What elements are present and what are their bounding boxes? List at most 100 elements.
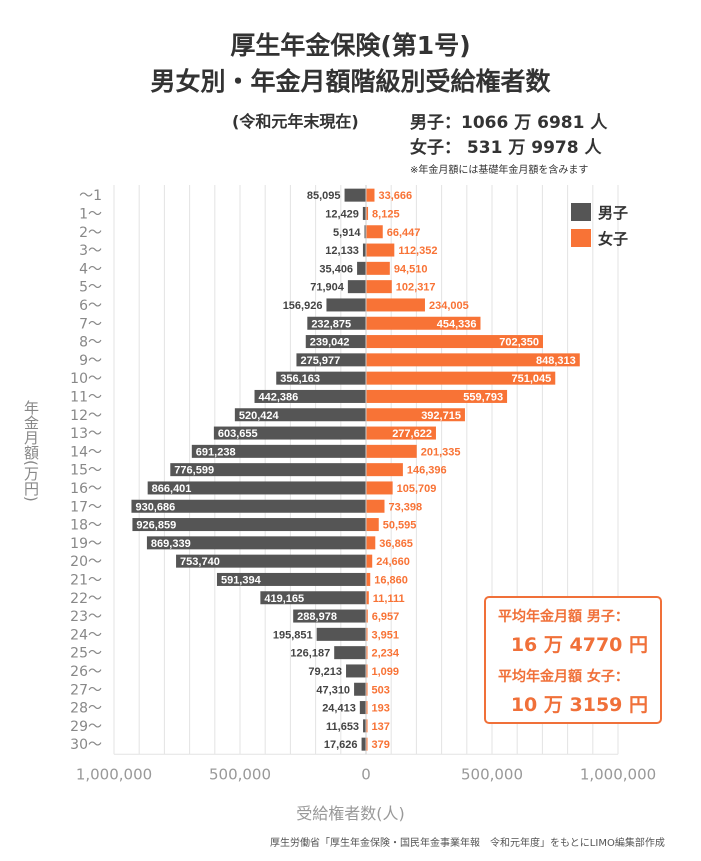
data-label-male: 591,394	[221, 574, 262, 586]
data-label-male: 24,413	[322, 703, 356, 715]
data-label-male: 195,851	[273, 629, 313, 641]
data-label-male: 603,655	[218, 428, 258, 440]
chart-title-line2: 男女別・年金月額階級別受給権者数	[150, 67, 551, 96]
data-label-female: 137	[372, 721, 390, 733]
data-label-female: 50,595	[383, 520, 417, 532]
data-label-male: 866,401	[152, 483, 192, 495]
y-tick-label: 〜1	[79, 188, 102, 204]
data-label-male: 79,213	[308, 666, 342, 678]
data-label-male: 275,977	[300, 355, 340, 367]
bar-male	[359, 701, 366, 715]
bar-female	[366, 481, 393, 495]
data-label-female: 277,622	[392, 428, 432, 440]
bar-male	[131, 499, 366, 513]
bar-male	[216, 572, 366, 586]
bar-female	[366, 243, 395, 257]
data-label-female: 559,793	[463, 391, 503, 403]
average-pension-box: 平均年金月額 男子： 16 万 4770 円 平均年金月額 女子： 10 万 3…	[484, 596, 662, 724]
data-label-male: 239,042	[310, 337, 350, 349]
data-label-female: 8,125	[372, 208, 400, 220]
data-label-female: 392,715	[421, 410, 461, 422]
data-label-female: 33,666	[378, 190, 412, 202]
bar-male	[346, 664, 366, 678]
data-label-male: 869,339	[151, 538, 191, 550]
x-tick-label: 1,000,000	[580, 765, 656, 783]
legend-swatch-male	[571, 203, 591, 221]
data-label-male: 17,626	[324, 739, 358, 751]
y-tick-label: 3〜	[79, 243, 102, 259]
data-label-male: 71,904	[310, 282, 345, 294]
data-label-female: 73,398	[388, 501, 422, 513]
data-label-male: 12,429	[325, 208, 359, 220]
data-label-male: 691,238	[196, 446, 236, 458]
legend-swatch-female	[571, 229, 591, 247]
bar-female	[366, 335, 543, 349]
bar-female	[366, 646, 368, 660]
bar-male	[357, 261, 366, 275]
bar-male	[132, 518, 366, 532]
data-label-male: 776,599	[174, 465, 214, 477]
bar-male	[362, 206, 366, 220]
bar-male	[146, 536, 366, 550]
data-label-male: 753,740	[180, 556, 220, 568]
data-label-female: 379	[372, 739, 390, 751]
data-label-male: 232,875	[311, 318, 351, 330]
male-total: 男子：1066 万 6981 人	[410, 113, 608, 133]
bar-male	[361, 737, 366, 751]
y-tick-label: 27〜	[70, 682, 102, 698]
y-tick-label: 8〜	[79, 335, 102, 351]
bar-male	[363, 719, 366, 733]
bar-male	[296, 353, 366, 367]
female-total: 女子： 531 万 9978 人	[410, 138, 602, 158]
y-tick-label: 2〜	[79, 225, 102, 241]
bar-female	[366, 609, 368, 623]
male-average-label: 平均年金月額 男子：	[498, 609, 629, 625]
data-label-female: 112,352	[398, 245, 437, 257]
data-label-female: 503	[372, 684, 390, 696]
y-tick-label: 28〜	[70, 701, 102, 717]
bar-male	[234, 408, 366, 422]
data-label-male: 419,165	[264, 593, 304, 605]
legend-label-male: 男子	[598, 204, 628, 222]
data-label-female: 702,350	[499, 337, 539, 349]
bar-female	[366, 701, 368, 715]
data-label-female: 102,317	[396, 282, 436, 294]
data-label-female: 6,957	[372, 611, 400, 623]
bar-female	[366, 353, 580, 367]
data-label-female: 3,951	[372, 629, 400, 641]
y-tick-label: 7〜	[79, 316, 102, 332]
y-tick-label: 14〜	[70, 444, 102, 460]
y-tick-label: 16〜	[70, 481, 102, 497]
y-tick-label: 30〜	[70, 737, 102, 753]
bar-male	[213, 426, 366, 440]
bar-male	[276, 371, 366, 385]
data-label-female: 16,860	[374, 574, 408, 586]
y-tick-label: 25〜	[70, 646, 102, 662]
bar-male	[364, 225, 366, 239]
data-label-male: 85,095	[307, 190, 341, 202]
data-label-male: 156,926	[283, 300, 323, 312]
data-label-male: 11,653	[326, 721, 359, 733]
y-tick-label: 12〜	[70, 408, 102, 424]
data-label-female: 105,709	[397, 483, 437, 495]
bar-male	[170, 463, 366, 477]
data-label-female: 66,447	[387, 227, 421, 239]
bar-female	[366, 426, 436, 440]
bar-female	[366, 188, 375, 202]
y-tick-label: 24〜	[70, 627, 102, 643]
data-label-female: 94,510	[394, 263, 428, 275]
bar-male	[260, 591, 366, 605]
y-tick-label: 5〜	[79, 280, 102, 296]
y-tick-label: 19〜	[70, 536, 102, 552]
x-tick-label: 500,000	[209, 765, 271, 783]
y-tick-label: 13〜	[70, 426, 102, 442]
y-tick-label: 21〜	[70, 572, 102, 588]
data-label-female: 234,005	[429, 300, 469, 312]
female-average-value: 10 万 3159 円	[510, 694, 648, 716]
bar-female	[366, 664, 368, 678]
y-tick-label: 18〜	[70, 518, 102, 534]
data-label-male: 126,187	[290, 648, 330, 660]
y-tick-label: 4〜	[79, 261, 102, 277]
